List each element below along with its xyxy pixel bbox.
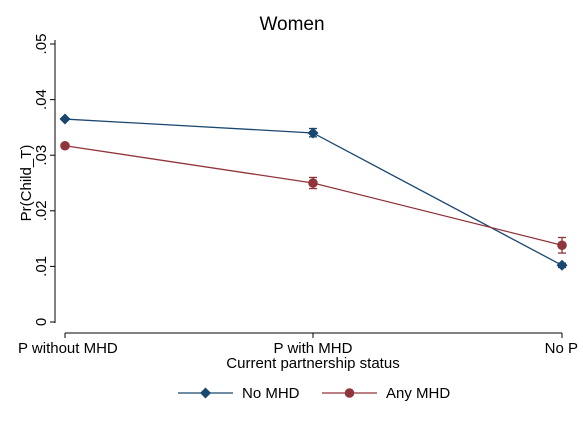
- point-1-2: [557, 240, 567, 251]
- x-tick-label-2: No P: [545, 340, 578, 357]
- series-line-0: [64, 118, 563, 266]
- y-ticks: 0 .01 .02 .03 .04 .05: [33, 34, 55, 326]
- legend-label-1: Any MHD: [386, 385, 450, 402]
- y-tick-label-4: .04: [33, 89, 50, 110]
- series-1: [60, 140, 567, 254]
- x-tick-label-1: P with MHD: [274, 340, 353, 357]
- point-0-2: [556, 259, 568, 271]
- point-0-1: [307, 127, 319, 139]
- y-tick-label-1: .01: [33, 256, 50, 277]
- legend-marker-1: [344, 388, 355, 398]
- legend: No MHD Any MHD: [178, 385, 450, 402]
- series-line-1: [64, 145, 563, 246]
- point-1-1: [308, 178, 318, 188]
- y-tick-label-5: .05: [33, 34, 50, 55]
- y-axis-title: Pr(Child_T): [18, 145, 35, 222]
- x-ticks: P without MHD P with MHD No P: [18, 333, 578, 357]
- point-1-0: [60, 140, 70, 151]
- y-tick-label-2: .02: [33, 200, 50, 221]
- legend-label-0: No MHD: [242, 385, 300, 402]
- chart-title: Women: [259, 14, 324, 35]
- series-layer: [59, 113, 568, 271]
- series-0: [59, 113, 568, 271]
- y-tick-label-0: 0: [33, 318, 50, 326]
- x-axis-title: Current partnership status: [226, 355, 399, 372]
- point-0-0: [59, 113, 71, 125]
- legend-marker-0: [200, 387, 211, 399]
- x-tick-label-0: P without MHD: [18, 340, 118, 357]
- y-tick-label-3: .03: [33, 145, 50, 166]
